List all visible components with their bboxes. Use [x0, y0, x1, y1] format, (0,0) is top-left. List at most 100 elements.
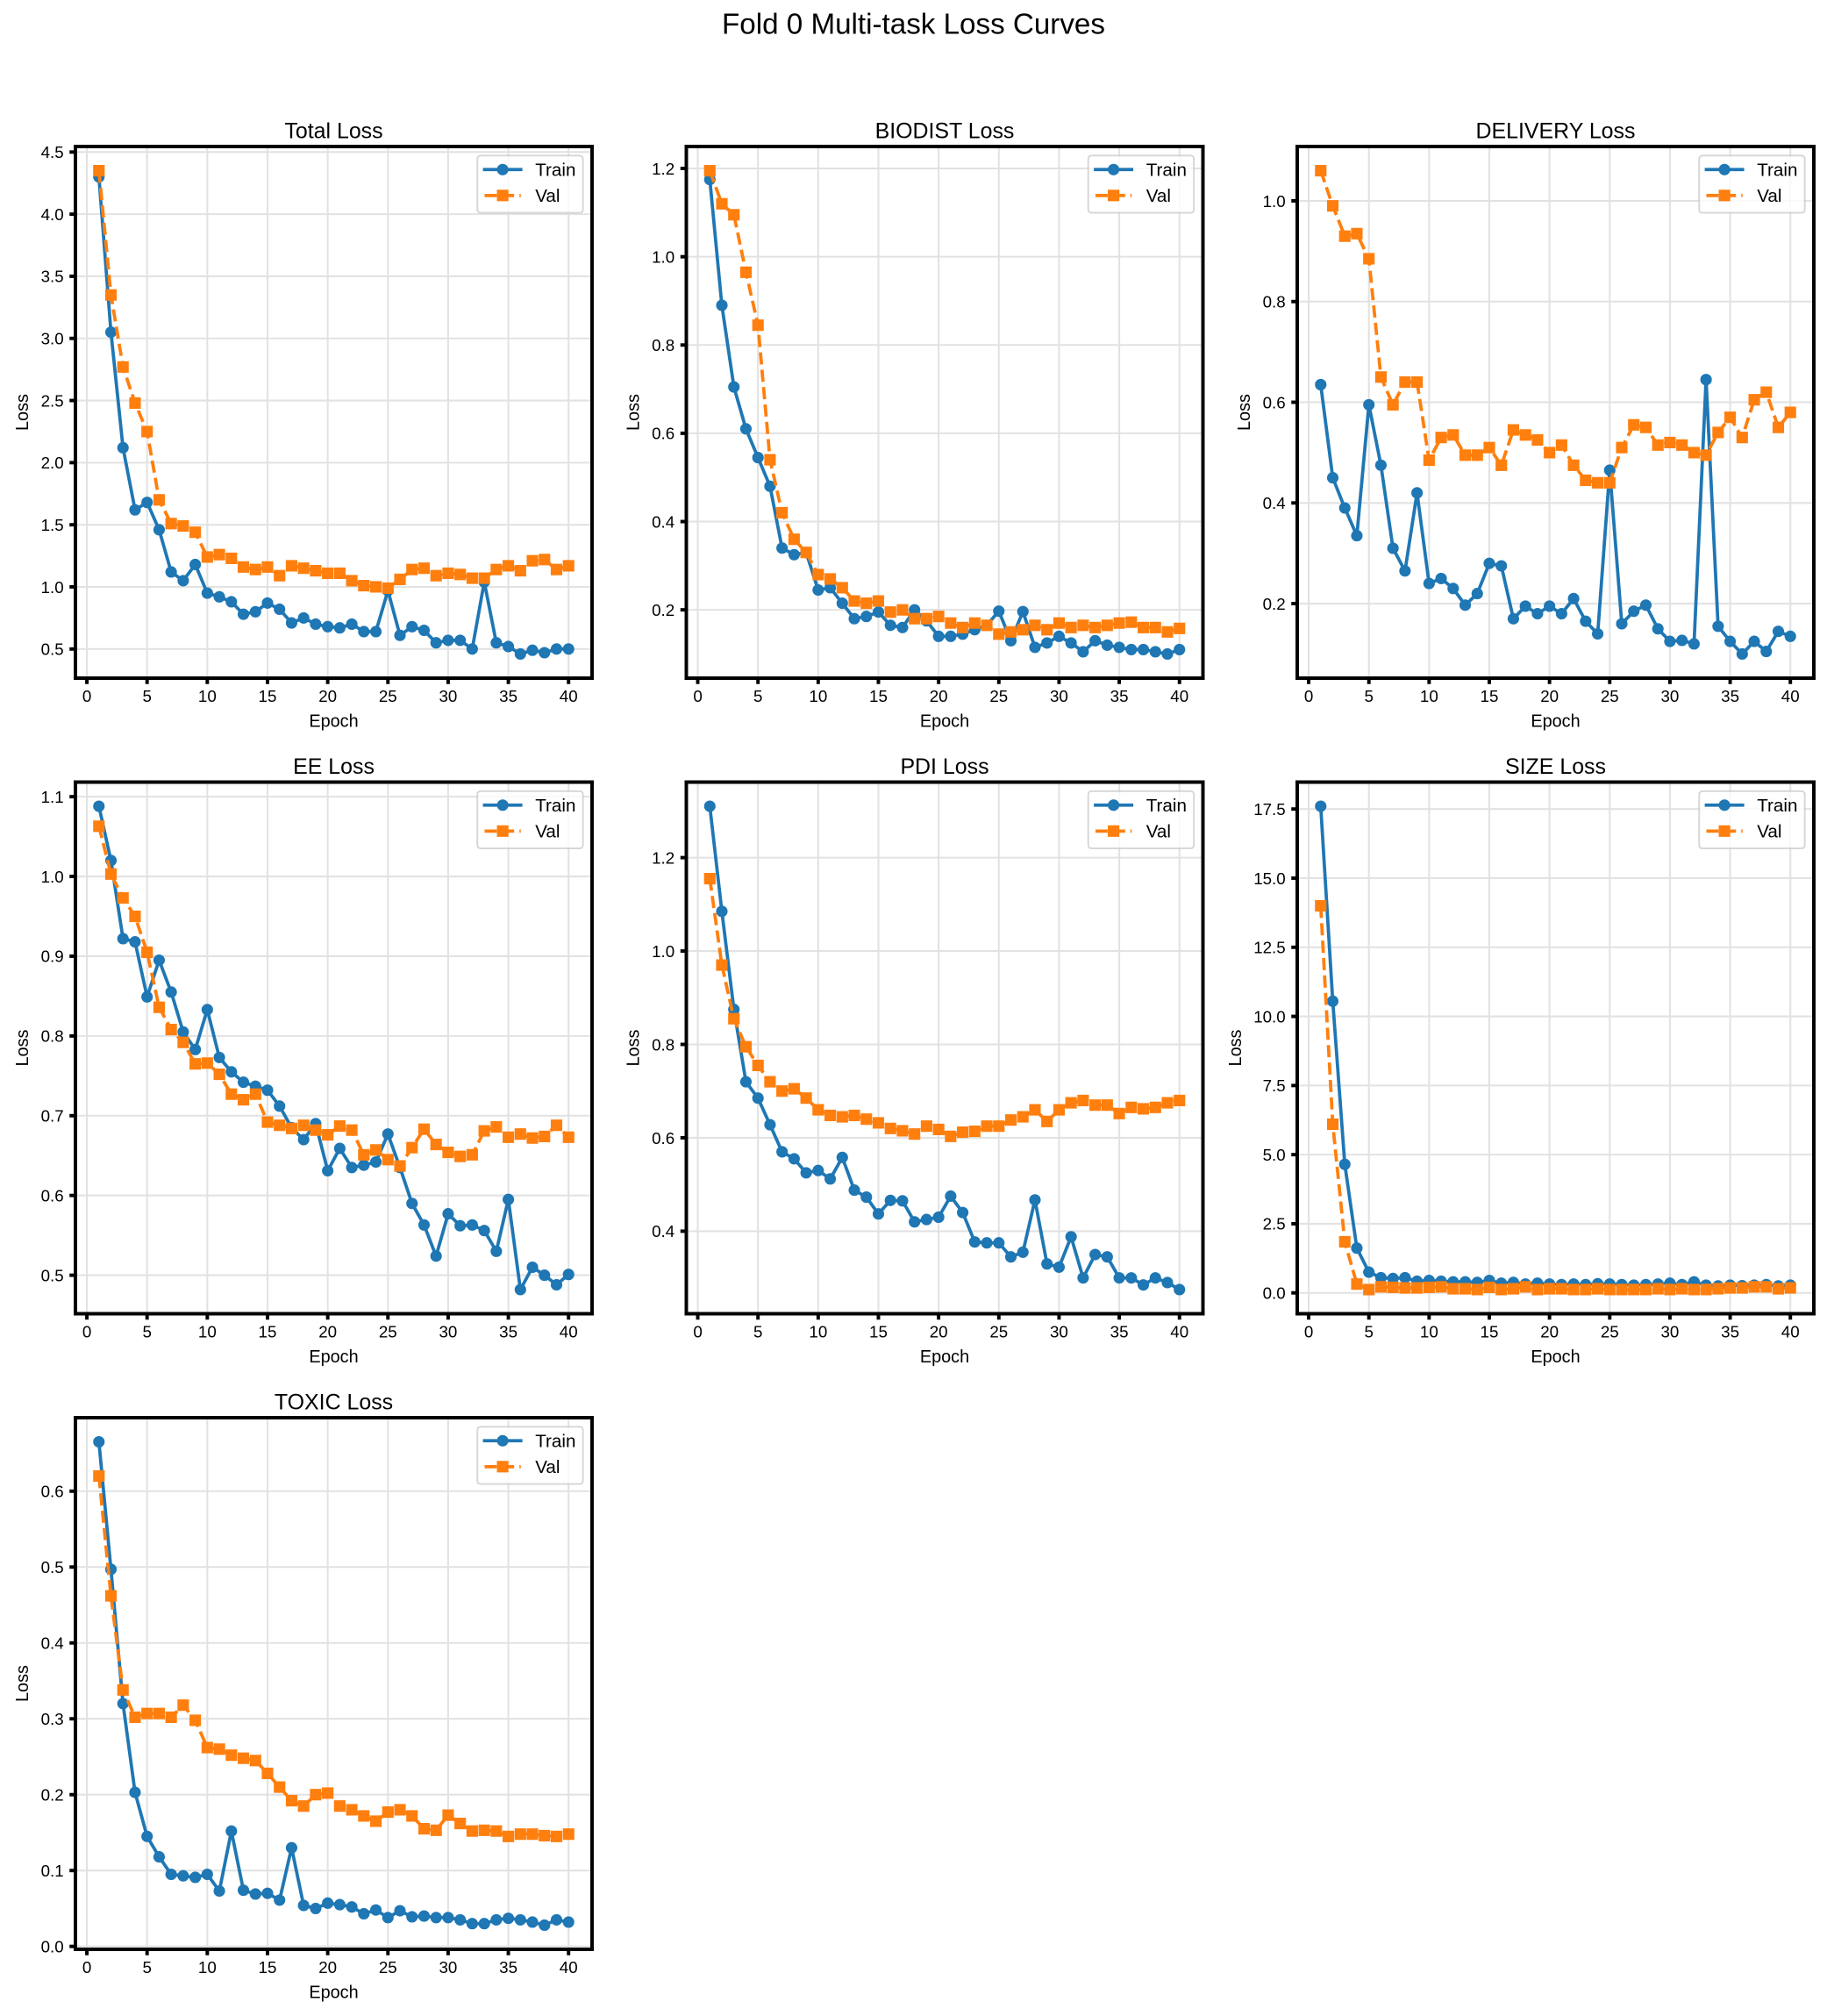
- svg-text:1.0: 1.0: [41, 578, 64, 597]
- svg-text:Epoch: Epoch: [309, 1984, 358, 2003]
- svg-text:20: 20: [930, 1322, 948, 1340]
- svg-text:5: 5: [142, 1322, 151, 1340]
- svg-text:0.4: 0.4: [41, 1634, 64, 1653]
- svg-text:0.3: 0.3: [41, 1710, 64, 1728]
- svg-text:30: 30: [439, 1958, 458, 1977]
- svg-text:0.7: 0.7: [41, 1107, 64, 1126]
- svg-text:10: 10: [198, 1958, 217, 1977]
- svg-text:0.5: 0.5: [41, 1266, 64, 1284]
- svg-text:2.0: 2.0: [41, 454, 64, 472]
- svg-text:Train: Train: [535, 161, 575, 181]
- svg-text:DELIVERY Loss: DELIVERY Loss: [1476, 118, 1636, 143]
- svg-text:0.4: 0.4: [652, 512, 674, 531]
- svg-text:35: 35: [1721, 1322, 1739, 1340]
- svg-text:5: 5: [753, 687, 762, 705]
- svg-text:30: 30: [439, 1322, 458, 1340]
- svg-text:PDI Loss: PDI Loss: [900, 754, 988, 779]
- svg-text:Val: Val: [535, 822, 560, 842]
- svg-text:35: 35: [1110, 687, 1129, 705]
- svg-text:0: 0: [693, 687, 702, 705]
- svg-text:Epoch: Epoch: [1531, 712, 1580, 732]
- svg-text:0.6: 0.6: [1263, 393, 1286, 411]
- svg-text:5: 5: [1364, 687, 1373, 705]
- svg-text:25: 25: [379, 1322, 397, 1340]
- svg-text:0.8: 0.8: [41, 1027, 64, 1046]
- svg-text:0: 0: [82, 1958, 91, 1977]
- svg-text:5.0: 5.0: [1263, 1146, 1286, 1164]
- svg-text:30: 30: [439, 687, 458, 705]
- svg-text:0.4: 0.4: [1263, 494, 1286, 512]
- svg-text:20: 20: [930, 687, 948, 705]
- svg-text:0: 0: [82, 687, 91, 705]
- svg-text:5: 5: [142, 687, 151, 705]
- svg-text:Train: Train: [1146, 161, 1187, 181]
- svg-text:20: 20: [318, 1958, 337, 1977]
- svg-text:35: 35: [499, 687, 517, 705]
- svg-text:25: 25: [989, 687, 1008, 705]
- svg-text:25: 25: [989, 1322, 1008, 1340]
- svg-text:Total Loss: Total Loss: [284, 118, 382, 143]
- svg-text:30: 30: [1661, 1322, 1680, 1340]
- svg-text:10: 10: [1420, 1322, 1438, 1340]
- svg-text:TOXIC Loss: TOXIC Loss: [275, 1390, 393, 1414]
- svg-text:40: 40: [560, 1958, 578, 1977]
- svg-text:2.5: 2.5: [1263, 1215, 1286, 1233]
- svg-text:35: 35: [1110, 1322, 1129, 1340]
- svg-text:15: 15: [869, 687, 888, 705]
- svg-text:Epoch: Epoch: [920, 712, 969, 732]
- svg-text:0.4: 0.4: [652, 1222, 674, 1240]
- svg-text:Epoch: Epoch: [309, 1348, 358, 1367]
- svg-text:1.0: 1.0: [652, 942, 674, 961]
- svg-text:0: 0: [1304, 687, 1313, 705]
- svg-text:0.0: 0.0: [41, 1937, 64, 1955]
- svg-text:0.6: 0.6: [41, 1186, 64, 1205]
- svg-text:0.5: 0.5: [41, 640, 64, 659]
- svg-text:15: 15: [259, 1322, 277, 1340]
- svg-text:0.6: 0.6: [41, 1483, 64, 1501]
- svg-text:35: 35: [1721, 687, 1739, 705]
- svg-text:10.0: 10.0: [1253, 1007, 1286, 1026]
- svg-text:15.0: 15.0: [1253, 869, 1286, 888]
- svg-text:10: 10: [809, 1322, 827, 1340]
- svg-text:1.0: 1.0: [1263, 192, 1286, 211]
- svg-text:15: 15: [259, 1958, 277, 1977]
- svg-text:10: 10: [1420, 687, 1438, 705]
- svg-text:20: 20: [1540, 687, 1559, 705]
- svg-text:SIZE Loss: SIZE Loss: [1505, 754, 1606, 779]
- svg-text:0.6: 0.6: [652, 425, 674, 443]
- svg-text:1.0: 1.0: [41, 868, 64, 886]
- svg-text:Epoch: Epoch: [920, 1348, 969, 1367]
- svg-text:0.0: 0.0: [1263, 1284, 1286, 1303]
- svg-text:20: 20: [318, 1322, 337, 1340]
- svg-text:25: 25: [379, 1958, 397, 1977]
- svg-text:15: 15: [259, 687, 277, 705]
- svg-text:0.2: 0.2: [1263, 595, 1286, 613]
- svg-text:0.8: 0.8: [652, 1035, 674, 1054]
- svg-text:40: 40: [560, 1322, 578, 1340]
- svg-text:4.5: 4.5: [41, 143, 64, 161]
- svg-text:40: 40: [1170, 687, 1188, 705]
- svg-text:Val: Val: [1146, 186, 1171, 206]
- svg-text:Train: Train: [535, 796, 575, 816]
- svg-text:0: 0: [82, 1322, 91, 1340]
- svg-text:40: 40: [1781, 1322, 1800, 1340]
- svg-text:Epoch: Epoch: [1531, 1348, 1580, 1367]
- svg-text:12.5: 12.5: [1253, 939, 1286, 957]
- svg-text:Train: Train: [1146, 796, 1187, 816]
- svg-text:40: 40: [560, 687, 578, 705]
- svg-text:20: 20: [318, 687, 337, 705]
- svg-text:30: 30: [1050, 1322, 1068, 1340]
- svg-text:30: 30: [1661, 687, 1680, 705]
- svg-text:2.5: 2.5: [41, 391, 64, 410]
- svg-text:0: 0: [1304, 1322, 1313, 1340]
- svg-text:17.5: 17.5: [1253, 800, 1286, 819]
- svg-text:15: 15: [869, 1322, 888, 1340]
- svg-text:5: 5: [142, 1958, 151, 1977]
- svg-text:25: 25: [1601, 1322, 1619, 1340]
- svg-text:Loss: Loss: [624, 394, 644, 431]
- svg-text:3.0: 3.0: [41, 330, 64, 348]
- svg-text:10: 10: [198, 1322, 217, 1340]
- svg-text:4.0: 4.0: [41, 205, 64, 224]
- svg-text:Loss: Loss: [1226, 1029, 1245, 1066]
- svg-text:1.0: 1.0: [652, 247, 674, 266]
